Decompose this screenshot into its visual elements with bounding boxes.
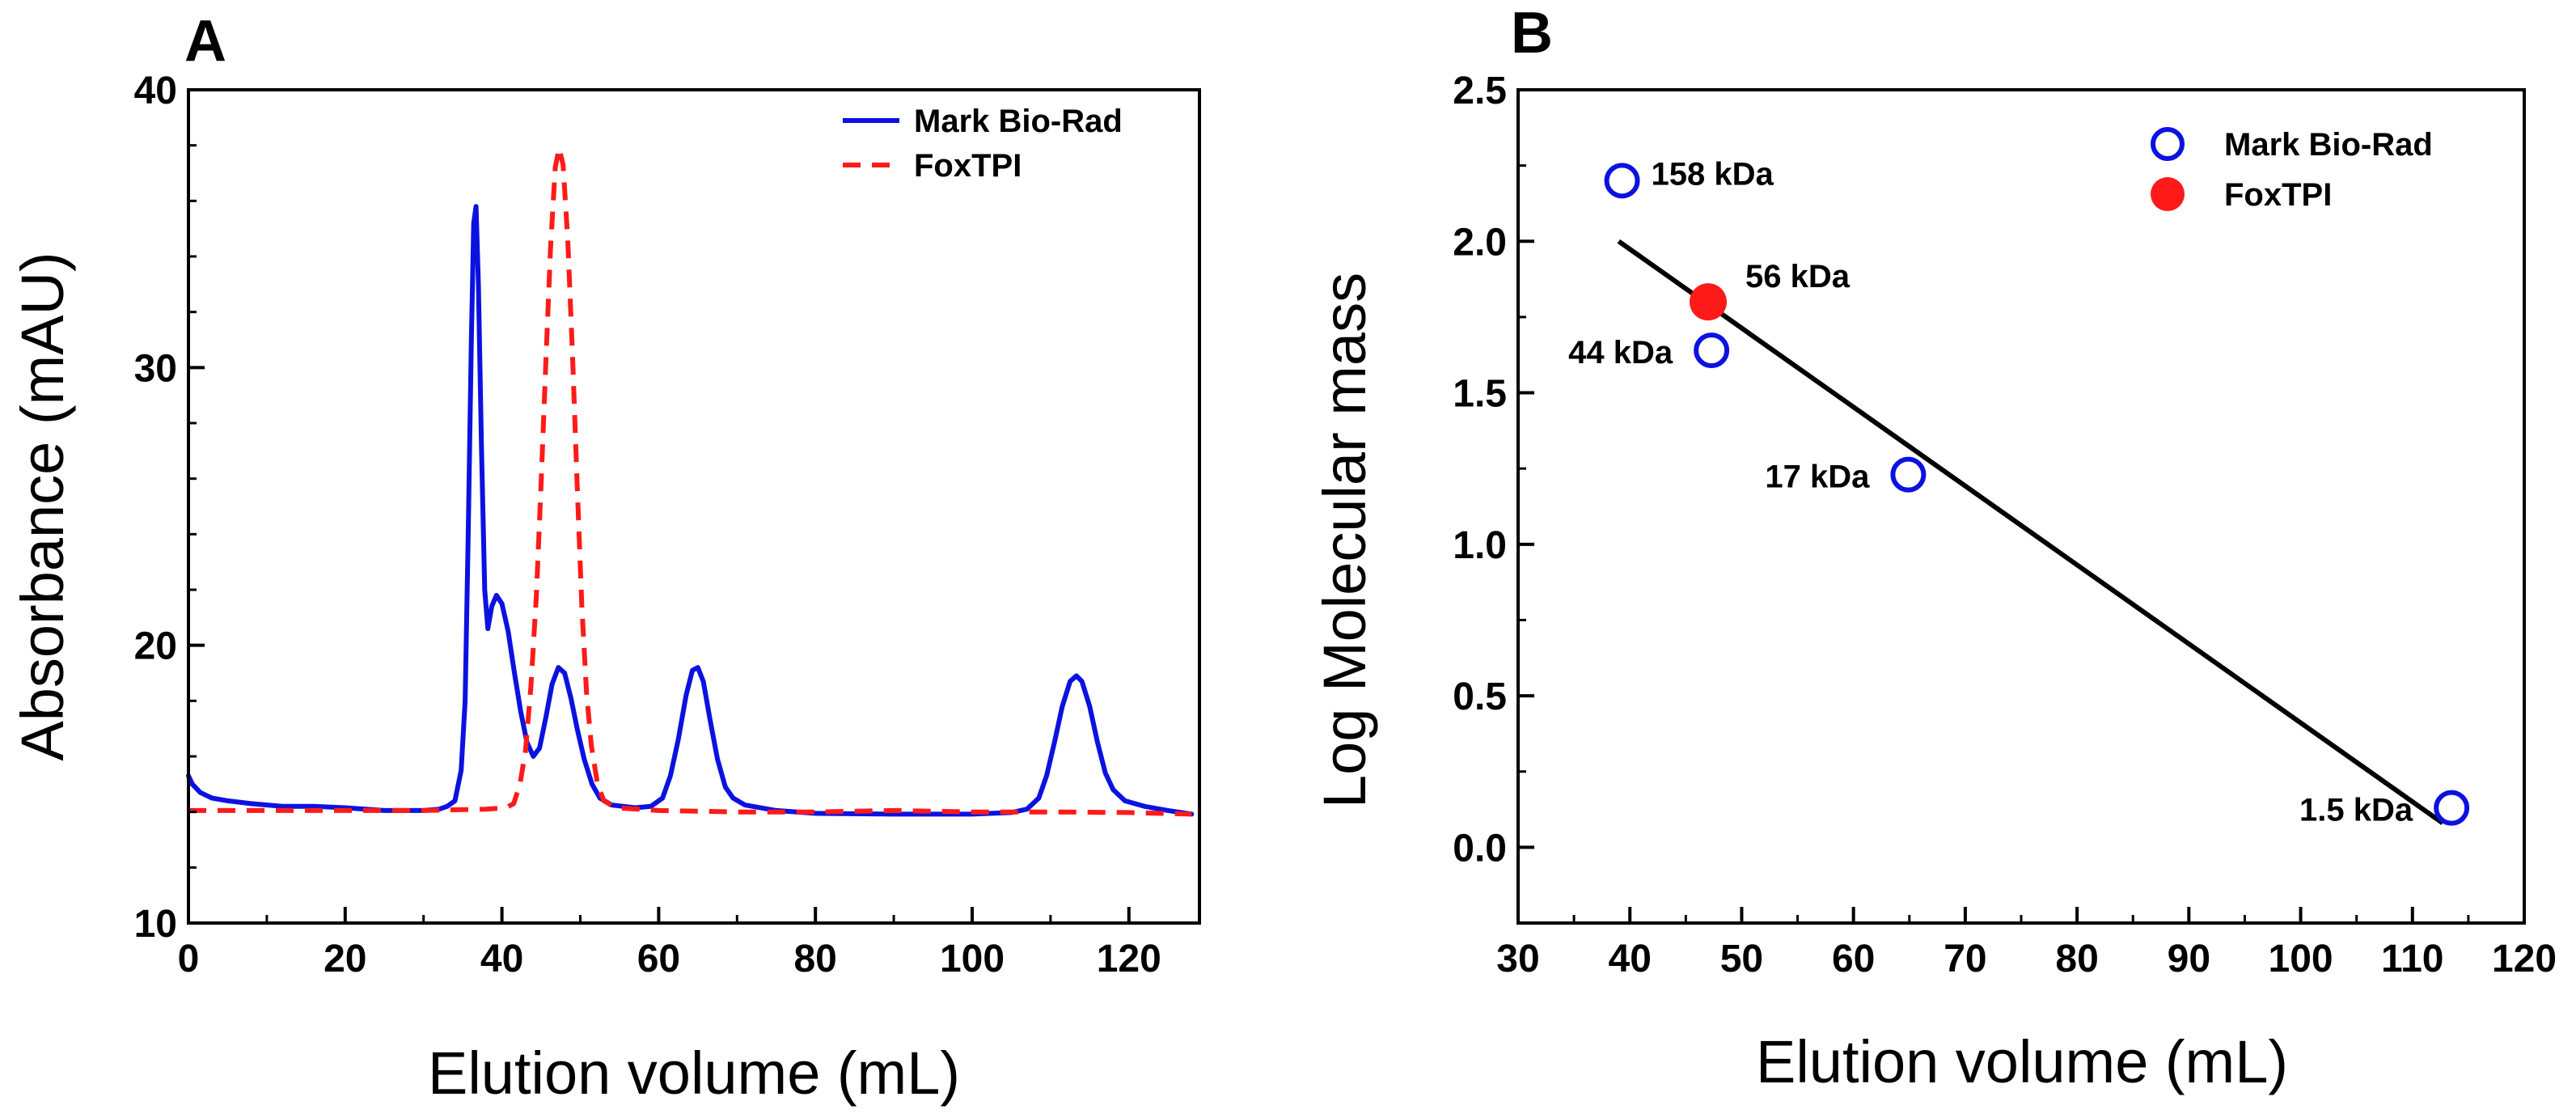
panel-a-letter: A — [184, 9, 226, 74]
panel-b-letter: B — [1511, 1, 1553, 66]
panel-b-y-tick-label: 2.0 — [1453, 221, 1507, 264]
panel-b-y-tick-label: 2.5 — [1453, 70, 1507, 112]
panel-b-legend-label-foxtpi: FoxTPI — [2224, 177, 2332, 213]
panel-a-x-tick-label: 120 — [1097, 938, 1161, 980]
panel-a-x-tick-label: 60 — [637, 938, 680, 980]
panel-b-x-tick-label: 80 — [2055, 938, 2098, 980]
panel-b-plot-area: 158 kDa 44 kDa 17 kDa 1.5 kDa 56 kDa — [1568, 156, 2470, 828]
panel-b-point-44-kda — [1694, 332, 1730, 369]
panel-b-legend-marker-mark-bio-rad — [2151, 127, 2185, 161]
panel-b-x-tick-label: 110 — [2381, 938, 2443, 980]
panel-b-point-158-kda — [1604, 163, 1640, 199]
panel-a-series-mark-bio-rad — [186, 204, 1195, 817]
panel-b-legend-label-mark-bio-rad: Mark Bio-Rad — [2224, 127, 2433, 163]
panel-b-x-tick-label: 120 — [2492, 938, 2557, 980]
panel-a-x-axis-title: Elution volume (mL) — [428, 1040, 960, 1107]
panel-b-legend: Mark Bio-Rad FoxTPI — [2151, 127, 2433, 213]
panel-a-ticks: 0 20 40 60 80 100 120 10 20 30 40 — [134, 70, 1161, 980]
panel-a-y-axis-title: Absorbance (mAU) — [9, 252, 76, 760]
panel-a-y-tick-label: 20 — [134, 625, 177, 668]
panel-a-line-chart: A 0 20 40 60 80 100 120 10 20 30 40 Elution volume… — [9, 9, 1201, 1107]
panel-a-series-foxtpi — [188, 146, 1192, 817]
panel-b-x-tick-label: 60 — [1832, 938, 1875, 980]
panel-a-legend: Mark Bio-Rad FoxTPI — [843, 104, 1123, 184]
panel-b-ticks: 30 40 50 60 70 80 90 100 110 120 0.0 0.5 1.0 1.5 2.0 2.… — [1453, 70, 2557, 980]
panel-a-axis-frame — [187, 88, 1201, 925]
panel-b-point-1-5-kda — [2434, 790, 2470, 826]
panel-b-y-tick-label: 1.0 — [1453, 524, 1507, 567]
panel-b-x-axis-title: Elution volume (mL) — [1756, 1028, 2288, 1095]
panel-a-y-tick-label: 40 — [134, 70, 177, 112]
panel-b-x-tick-label: 90 — [2168, 938, 2210, 980]
panel-b-y-tick-label: 1.5 — [1453, 373, 1507, 416]
panel-b-y-tick-label: 0.0 — [1453, 827, 1507, 870]
panel-a-legend-label-mark-bio-rad: Mark Bio-Rad — [914, 104, 1123, 139]
panel-a-plot-area — [186, 146, 1195, 817]
panel-b-x-tick-label: 40 — [1609, 938, 1652, 980]
panel-a-x-tick-label: 80 — [793, 938, 836, 980]
panel-b-x-tick-label: 100 — [2269, 938, 2333, 980]
panel-b-fit-line — [1617, 239, 2444, 825]
panel-b-point-56-kda — [1689, 283, 1727, 321]
panel-a-legend-label-foxtpi: FoxTPI — [914, 148, 1022, 184]
panel-a-x-tick-label: 0 — [178, 938, 200, 980]
panel-b-y-axis-title: Log Molecular mass — [1311, 273, 1378, 808]
panel-a-y-tick-label: 10 — [134, 903, 177, 946]
panel-b-point-label-1-5-kda: 1.5 kDa — [2299, 793, 2413, 828]
panel-b-scatter-chart: B 158 kDa 44 kDa 17 kDa 1.5 kDa 56 kDa 30 40 5… — [1311, 1, 2557, 1095]
panel-a-y-tick-label: 30 — [134, 347, 177, 390]
panel-a-x-tick-label: 40 — [480, 938, 523, 980]
panel-b-point-label-44-kda: 44 kDa — [1568, 335, 1673, 371]
panel-b-point-label-17-kda: 17 kDa — [1765, 459, 1870, 495]
panel-a-x-tick-label: 20 — [324, 938, 366, 980]
panel-b-x-tick-label: 30 — [1496, 938, 1539, 980]
panel-b-x-tick-label: 70 — [1944, 938, 1986, 980]
panel-b-point-17-kda — [1890, 456, 1927, 493]
panel-b-point-label-158-kda: 158 kDa — [1652, 156, 1774, 192]
panel-b-legend-marker-foxtpi — [2151, 177, 2185, 211]
panel-b-y-tick-label: 0.5 — [1453, 675, 1507, 718]
panel-b-point-label-56-kda: 56 kDa — [1745, 259, 1851, 294]
panel-b-x-tick-label: 50 — [1720, 938, 1763, 980]
panel-a-x-tick-label: 100 — [940, 938, 1005, 980]
